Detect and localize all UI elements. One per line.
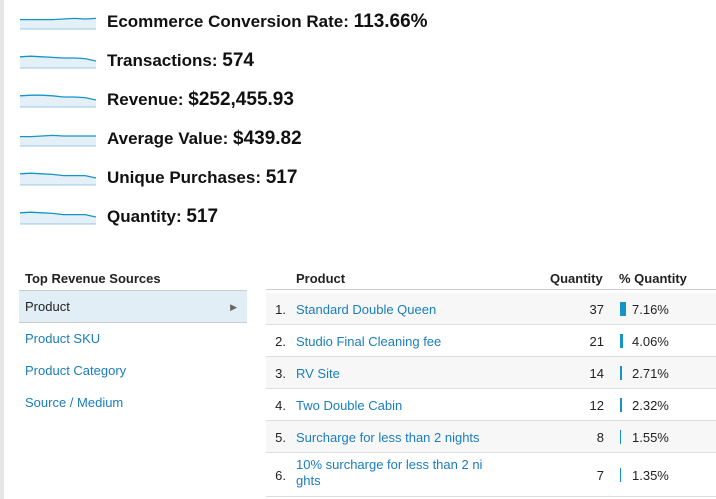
sparkline-icon	[20, 134, 96, 147]
header-product[interactable]: Product	[296, 271, 346, 286]
header-pct-quantity[interactable]: % Quantity	[619, 271, 687, 286]
source-item-product[interactable]: Product ▶	[19, 291, 247, 323]
metric-transactions: Transactions: 574	[20, 49, 580, 79]
row-number: 1.	[275, 302, 286, 317]
source-item-label: Product Category	[25, 363, 127, 378]
row-number: 5.	[275, 430, 286, 445]
metric-value: 113.66%	[353, 11, 428, 32]
product-link[interactable]: 10% surcharge for less than 2 ni ghts	[296, 457, 483, 488]
product-table: Product Quantity % Quantity 1. Standard …	[266, 271, 716, 497]
source-item-label: Product SKU	[25, 331, 101, 346]
row-quantity: 7	[596, 468, 604, 483]
sparkline-icon	[20, 17, 96, 30]
row-percent: 2.32%	[632, 398, 669, 413]
metric-value: $252,455.93	[188, 89, 294, 110]
row-quantity: 12	[589, 398, 604, 413]
sources-title: Top Revenue Sources	[25, 271, 161, 286]
row-percent: 7.16%	[632, 302, 669, 317]
left-divider	[0, 0, 4, 499]
product-link[interactable]: RV Site	[296, 366, 340, 381]
source-item-source-medium[interactable]: Source / Medium	[19, 387, 247, 419]
sparkline-icon	[20, 172, 96, 186]
metric-label: Ecommerce Conversion Rate:	[107, 12, 349, 31]
sources-list: Product ▶ Product SKU Product Category S…	[19, 290, 247, 419]
sparkline-icon	[20, 94, 96, 108]
chevron-right-icon: ▶	[230, 302, 237, 312]
percent-bar	[620, 302, 626, 316]
product-link[interactable]: Standard Double Queen	[296, 302, 437, 317]
percent-bar	[620, 468, 621, 482]
row-percent: 1.55%	[632, 430, 669, 445]
row-percent: 2.71%	[632, 366, 669, 381]
row-number: 6.	[275, 468, 286, 483]
table-header: Product Quantity % Quantity	[266, 271, 716, 290]
row-percent: 1.35%	[632, 468, 669, 483]
table-row: 4. Two Double Cabin 12 2.32%	[266, 389, 716, 421]
source-item-product-sku[interactable]: Product SKU	[19, 323, 247, 355]
percent-bar	[620, 366, 622, 380]
source-item-product-category[interactable]: Product Category	[19, 355, 247, 387]
metric-conversion-rate: Ecommerce Conversion Rate: 113.66%	[20, 10, 580, 40]
metric-quantity: Quantity: 517	[20, 205, 580, 235]
metric-label: Quantity:	[107, 207, 182, 226]
percent-bar	[620, 334, 623, 348]
table-row: 5. Surcharge for less than 2 nights 8 1.…	[266, 421, 716, 453]
row-quantity: 8	[596, 430, 604, 445]
header-quantity[interactable]: Quantity	[550, 271, 603, 286]
table-row: 1. Standard Double Queen 37 7.16%	[266, 293, 716, 325]
product-link[interactable]: Two Double Cabin	[296, 398, 403, 413]
metric-value: $439.82	[233, 128, 302, 149]
metric-value: 574	[222, 50, 254, 71]
sparkline-icon	[20, 55, 96, 69]
metric-label: Transactions:	[107, 51, 218, 70]
row-quantity: 21	[589, 334, 604, 349]
sparkline-icon	[20, 211, 96, 225]
table-row: 6. 10% surcharge for less than 2 ni ghts…	[266, 453, 716, 497]
row-number: 2.	[275, 334, 286, 349]
source-item-label: Source / Medium	[25, 395, 124, 410]
row-number: 3.	[275, 366, 286, 381]
metric-value: 517	[265, 167, 298, 188]
product-link[interactable]: Studio Final Cleaning fee	[296, 334, 442, 349]
row-number: 4.	[275, 398, 286, 413]
metric-label: Revenue:	[107, 90, 184, 109]
metric-average-value: Average Value: $439.82	[20, 127, 580, 157]
metric-label: Average Value:	[107, 129, 229, 148]
metric-value: 517	[186, 206, 219, 227]
source-item-label: Product	[25, 299, 70, 314]
metric-revenue: Revenue: $252,455.93	[20, 88, 580, 118]
metric-label: Unique Purchases:	[107, 168, 261, 187]
row-quantity: 37	[589, 302, 604, 317]
row-quantity: 14	[589, 366, 604, 381]
product-link[interactable]: Surcharge for less than 2 nights	[296, 430, 480, 445]
percent-bar	[620, 430, 621, 444]
row-percent: 4.06%	[632, 334, 669, 349]
metric-unique-purchases: Unique Purchases: 517	[20, 166, 580, 196]
table-row: 2. Studio Final Cleaning fee 21 4.06%	[266, 325, 716, 357]
percent-bar	[620, 398, 622, 412]
table-row: 3. RV Site 14 2.71%	[266, 357, 716, 389]
